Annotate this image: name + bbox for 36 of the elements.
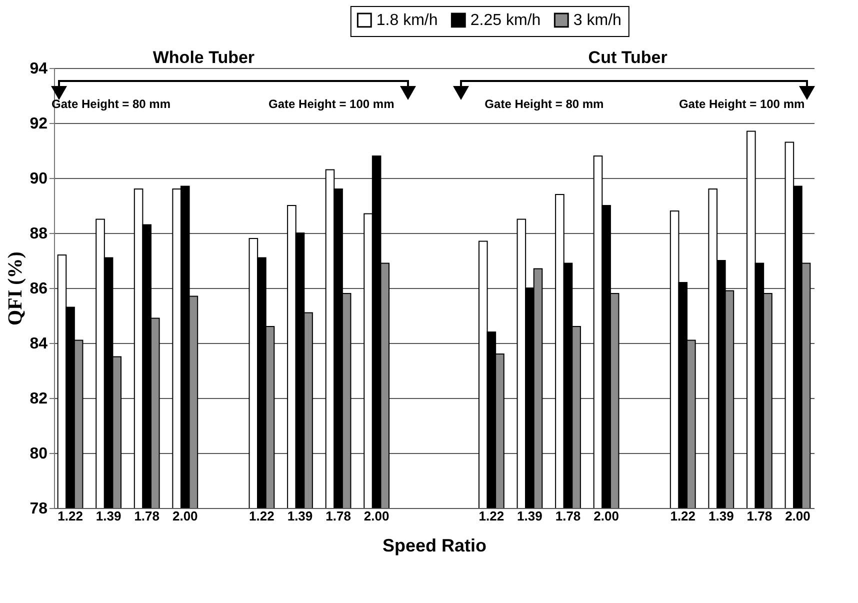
y-tick-label: 92	[30, 116, 48, 132]
annotation: Gate Height = 100 mm	[268, 97, 394, 111]
text: Cut Tuber	[588, 48, 668, 67]
y-tick-label: 86	[30, 280, 48, 298]
annotation: Gate Height = 80 mm	[51, 97, 171, 111]
legend-label: 2.25 km/h	[470, 12, 541, 30]
legend-label: 1.8 km/h	[376, 12, 438, 30]
text: Whole Tuber	[152, 48, 255, 67]
x-tick-label: 1.39	[96, 508, 122, 524]
y-tick-label: 88	[30, 226, 48, 242]
x-tick-label: 1.22	[478, 508, 504, 524]
x-tick-label: 1.39	[708, 508, 734, 524]
y-tick-label: 94	[30, 60, 48, 78]
y-tick-label: 84	[30, 336, 48, 352]
x-tick-label: 1.78	[326, 508, 351, 524]
x-tick-label: 2.00	[172, 508, 198, 524]
x-tick-label: 1.39	[287, 508, 313, 524]
x-tick-label: 1.39	[517, 508, 542, 524]
x-axis-title: Speed Ratio	[382, 536, 487, 556]
x-tick-label: 1.22	[249, 508, 274, 524]
y-tick-label: 90	[30, 170, 48, 188]
y-tick-label: 82	[30, 390, 48, 408]
annotation: Gate Height = 80 mm	[484, 97, 604, 111]
x-tick-label: 1.78	[746, 508, 772, 524]
x-tick-label: 1.78	[134, 508, 160, 524]
y-axis-title: QFI (%)	[4, 252, 27, 326]
y-tick-label: 80	[30, 446, 48, 462]
x-tick-label: 1.22	[670, 508, 696, 524]
x-tick-label: 2.00	[364, 508, 390, 524]
legend-label: 3 km/h	[573, 12, 622, 30]
x-tick-label: 2.00	[785, 508, 810, 524]
x-tick-label: 2.00	[594, 508, 619, 524]
x-tick-label: 1.22	[58, 508, 83, 524]
x-tick-label: 1.78	[555, 508, 581, 524]
y-tick-label: 78	[30, 500, 48, 518]
annotation: Gate Height = 100 mm	[678, 97, 805, 111]
